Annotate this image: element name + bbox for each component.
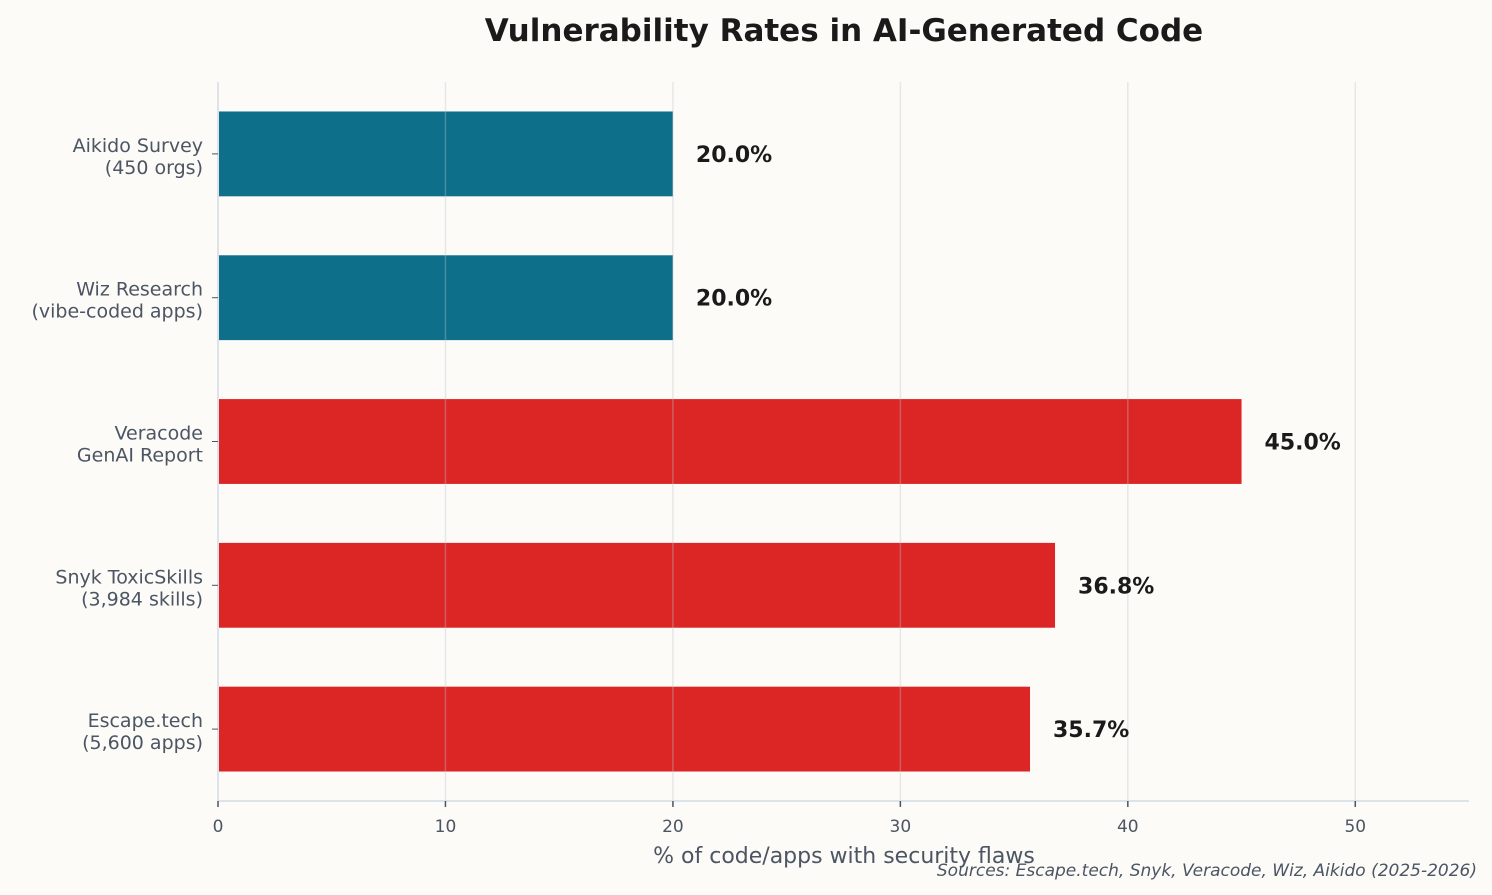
category-label-line: (5,600 apps): [82, 732, 203, 754]
bar: [218, 399, 1242, 484]
x-tick-label: 40: [1117, 817, 1139, 837]
x-tick-label: 50: [1344, 817, 1366, 837]
x-tick-label: 0: [213, 817, 224, 837]
x-tick-label: 10: [435, 817, 457, 837]
x-axis-label: % of code/apps with security flaws: [653, 844, 1035, 869]
category-label-line: GenAI Report: [77, 445, 203, 467]
x-tick-label: 20: [662, 817, 684, 837]
category-label: Aikido Survey (450 orgs): [73, 135, 203, 179]
category-label-line: (450 orgs): [105, 157, 203, 179]
bar: [218, 111, 673, 197]
category-label: Veracode GenAI Report: [77, 423, 203, 467]
category-label-line: Aikido Survey: [73, 135, 203, 157]
source-note: Sources: Escape.tech, Snyk, Veracode, Wi…: [937, 861, 1477, 881]
bar: [218, 255, 673, 341]
category-label-line: Veracode: [115, 423, 204, 445]
category-label: Escape.tech (5,600 apps): [82, 710, 203, 754]
value-label: 20.0%: [696, 287, 772, 312]
category-label-line: Escape.tech: [88, 710, 203, 732]
category-label: Wiz Research (vibe-coded apps): [31, 279, 203, 323]
category-label-line: Snyk ToxicSkills: [55, 566, 203, 588]
value-label: 35.7%: [1053, 718, 1129, 743]
value-label: 20.0%: [696, 143, 772, 168]
bar: [218, 686, 1031, 772]
x-tick-label: 30: [890, 817, 912, 837]
category-label-line: Wiz Research: [76, 279, 203, 301]
value-label: 45.0%: [1265, 431, 1341, 456]
category-label: Snyk ToxicSkills (3,984 skills): [55, 566, 203, 610]
category-label-line: (vibe-coded apps): [31, 301, 203, 323]
category-label-line: (3,984 skills): [81, 588, 203, 610]
chart-title: Vulnerability Rates in AI-Generated Code: [485, 13, 1203, 49]
value-label: 36.8%: [1078, 574, 1154, 599]
bar: [218, 542, 1056, 628]
